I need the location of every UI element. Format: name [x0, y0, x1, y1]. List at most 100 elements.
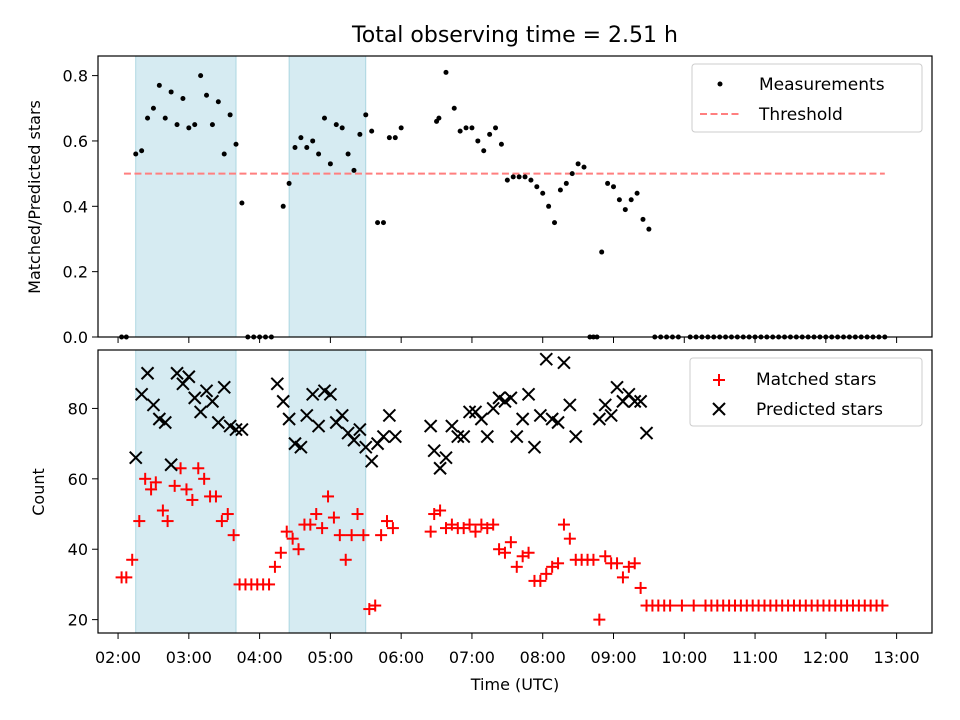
measurement-point — [398, 125, 404, 131]
measurement-point — [599, 249, 605, 255]
predicted-marker-b — [188, 391, 202, 405]
matched-star-point — [463, 518, 476, 531]
predicted-star-point — [628, 394, 642, 409]
predicted-star-point — [364, 454, 379, 468]
predicted-star-point — [152, 412, 167, 426]
predicted-star-point — [353, 422, 367, 437]
predicted-marker-b — [468, 405, 483, 419]
predicted-marker-b — [474, 412, 489, 426]
x-tick-label: 05:00 — [307, 648, 353, 667]
measurement-point — [180, 95, 186, 101]
predicted-marker-b — [545, 412, 559, 426]
predicted-marker-b — [486, 401, 500, 416]
matched-star-point — [286, 532, 299, 545]
legend-measurements-marker — [717, 81, 723, 87]
measurement-point — [380, 220, 386, 226]
predicted-star-point — [170, 366, 184, 380]
predicted-marker-b — [388, 429, 402, 444]
predicted-marker-b — [592, 412, 607, 426]
measurement-point — [504, 177, 510, 183]
predicted-star-point — [480, 429, 494, 444]
predicted-marker-b — [305, 387, 320, 402]
matched-star-point — [616, 571, 629, 584]
bottom-panel: 20 40 60 80 02:00 03:00 04:00 05:00 06:00 07:00 0… — [29, 349, 933, 694]
predicted-marker-b — [199, 384, 214, 398]
matched-star-point — [369, 599, 382, 612]
predicted-star-point — [294, 440, 308, 454]
measurement-point — [443, 69, 449, 75]
measurement-point — [357, 131, 363, 137]
x-tick-label: 04:00 — [237, 648, 283, 667]
x-tick-label: 11:00 — [732, 648, 778, 667]
predicted-marker-b — [569, 429, 583, 444]
predicted-star-point — [592, 412, 607, 426]
predicted-marker-b — [193, 405, 208, 419]
measurement-point — [516, 174, 522, 180]
matched-star-point — [280, 525, 293, 538]
measurement-point — [569, 171, 575, 177]
measurement-point — [510, 174, 516, 180]
predicted-star-point — [521, 387, 536, 402]
predicted-star-point — [199, 384, 214, 398]
measurement-point — [457, 128, 463, 134]
predicted-star-point — [300, 408, 314, 423]
predicted-marker-b — [140, 366, 155, 380]
matched-star-point — [552, 557, 565, 570]
measurement-point — [363, 112, 369, 118]
predicted-marker-b — [276, 394, 290, 409]
predicted-star-point — [382, 408, 397, 423]
measurement-point — [575, 161, 581, 167]
predicted-marker-b — [610, 380, 624, 395]
predicted-marker-b — [492, 391, 506, 405]
predicted-marker-b — [557, 355, 571, 370]
matched-star-point — [192, 462, 205, 475]
measurement-point — [292, 144, 298, 150]
matched-star-point — [215, 515, 228, 528]
y-tick-label: 0.6 — [63, 132, 88, 151]
predicted-star-point — [158, 415, 172, 430]
matched-star-point — [634, 581, 647, 594]
matched-star-point — [145, 483, 158, 496]
predicted-star-point — [211, 415, 226, 430]
x-tick-label: 02:00 — [95, 648, 141, 667]
legend-matched-marker — [713, 374, 725, 386]
predicted-star-point — [639, 426, 654, 440]
measurement-point — [546, 203, 552, 209]
predicted-marker-b — [217, 380, 231, 395]
measurement-point — [487, 131, 493, 137]
predicted-marker-b — [205, 394, 220, 409]
measurement-point — [333, 122, 339, 128]
predicted-star-point — [551, 415, 565, 430]
predicted-marker-b — [146, 398, 161, 412]
measurement-point — [369, 128, 375, 134]
predicted-marker-b — [311, 419, 326, 433]
measurement-point — [616, 197, 622, 203]
measurement-point — [463, 125, 469, 131]
matched-star-point — [876, 599, 889, 612]
predicted-marker-b — [510, 429, 524, 444]
predicted-star-point — [545, 412, 559, 426]
predicted-star-point — [193, 405, 208, 419]
predicted-star-point — [433, 461, 447, 475]
predicted-marker-b — [282, 412, 296, 426]
predicted-star-point — [462, 405, 477, 419]
matched-star-point — [351, 508, 364, 521]
predicted-marker-b — [533, 408, 548, 423]
predicted-marker-b — [294, 440, 308, 454]
predicted-star-point — [317, 384, 332, 398]
measurement-point — [557, 187, 563, 193]
matched-star-point — [345, 529, 358, 542]
matched-star-point — [563, 532, 576, 545]
predicted-marker-b — [364, 454, 379, 468]
matched-star-point — [611, 557, 624, 570]
measurement-point — [239, 200, 245, 206]
predicted-star-point — [146, 398, 161, 412]
predicted-marker-b — [376, 429, 391, 444]
matched-star-point — [322, 490, 335, 503]
predicted-star-point — [182, 370, 196, 384]
predicted-marker-b — [341, 426, 355, 440]
matched-star-point — [510, 560, 523, 573]
predicted-marker-b — [129, 451, 143, 465]
matched-star-point — [386, 522, 399, 535]
legend-predicted-label: Predicted stars — [756, 400, 883, 420]
